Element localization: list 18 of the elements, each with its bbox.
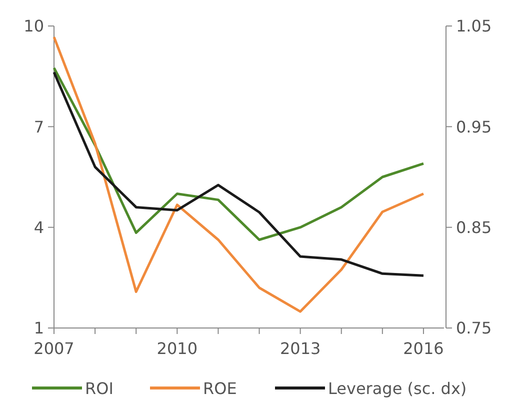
- legend-label: Leverage (sc. dx): [328, 379, 467, 398]
- line-series: [52, 71, 425, 277]
- x-tick-label: 2007: [34, 339, 74, 358]
- y2-tick-label: 1.05: [456, 16, 492, 36]
- y-tick-label: 4: [34, 218, 44, 237]
- y2-tick-label: 0.95: [456, 117, 492, 136]
- y-tick-label: 10: [24, 16, 44, 36]
- y-tick-label: 7: [34, 117, 44, 136]
- x-tick-label: 2016: [403, 339, 444, 358]
- legend-label: ROI: [85, 379, 114, 398]
- line-series: [52, 36, 425, 313]
- y-tick-label: 1: [34, 318, 44, 338]
- y2-tick-label: 0.85: [456, 218, 492, 237]
- x-tick-label: 2010: [156, 339, 198, 358]
- x-tick-label: 2013: [280, 339, 321, 358]
- line-series: [52, 66, 425, 241]
- y2-tick-label: 0.75: [456, 318, 492, 338]
- legend-label: ROE: [203, 379, 237, 398]
